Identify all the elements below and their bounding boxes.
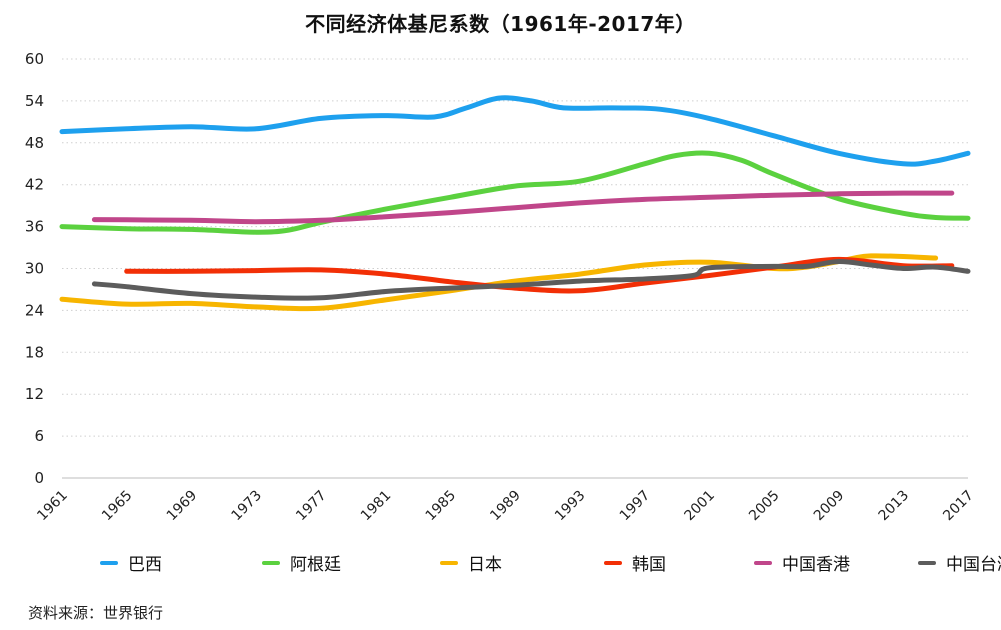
series-line-1	[59, 150, 971, 235]
x-tick-label: 2001	[681, 488, 718, 525]
x-tick-label: 1977	[293, 488, 330, 525]
legend-swatch	[262, 560, 280, 565]
x-tick-label: 2017	[940, 488, 977, 525]
y-tick-label: 0	[34, 469, 44, 487]
y-tick-label: 48	[25, 134, 44, 152]
x-tick-label: 1969	[164, 488, 201, 525]
y-tick-label: 36	[25, 218, 44, 236]
y-tick-label: 42	[25, 176, 44, 194]
x-tick-label: 1989	[487, 488, 524, 525]
x-tick-label: 1973	[228, 488, 265, 525]
y-tick-label: 60	[25, 50, 44, 68]
series-line-5	[91, 258, 971, 301]
y-tick-label: 18	[25, 343, 44, 361]
legend-item: 阿根廷	[262, 550, 440, 575]
legend-item: 巴西	[100, 550, 262, 575]
chart-title: 不同经济体基尼系数（1961年-2017年）	[305, 12, 696, 36]
legend-swatch	[604, 560, 622, 565]
y-tick-label: 6	[34, 427, 44, 445]
legend-label: 韩国	[632, 555, 666, 575]
y-tick-label: 12	[25, 385, 44, 403]
legend-item: 中国香港	[754, 550, 918, 575]
x-tick-label: 1993	[552, 488, 589, 525]
chart-legend: 巴西 阿根廷 日本 韩国 中国香港 中国台湾	[100, 550, 1001, 575]
legend-item: 日本	[440, 550, 604, 575]
legend-swatch	[440, 560, 458, 565]
y-tick-label: 54	[25, 92, 44, 110]
legend-label: 中国台湾	[946, 555, 1001, 575]
legend-label: 中国香港	[782, 555, 850, 575]
x-tick-label: 1985	[423, 488, 460, 525]
x-tick-label: 1981	[358, 488, 395, 525]
legend-swatch	[100, 560, 118, 565]
y-tick-label: 24	[25, 301, 44, 319]
legend-swatch	[754, 560, 772, 565]
x-tick-label: 2013	[876, 488, 913, 525]
x-tick-label: 1997	[617, 488, 654, 525]
x-tick-label: 2009	[811, 488, 848, 525]
legend-item: 中国台湾	[918, 550, 1001, 575]
series-line-3	[124, 256, 955, 294]
x-tick-label: 2005	[746, 488, 783, 525]
y-tick-label: 30	[25, 260, 44, 278]
legend-label: 日本	[468, 555, 502, 575]
legend-item: 韩国	[604, 550, 754, 575]
legend-label: 阿根廷	[290, 555, 341, 575]
series-line-0	[59, 95, 971, 167]
legend-label: 巴西	[128, 555, 162, 575]
series-line-4	[91, 190, 955, 225]
source-note: 资料来源：世界银行	[28, 604, 164, 622]
x-tick-label: 1965	[99, 488, 136, 525]
x-tick-label: 1961	[34, 488, 71, 525]
legend-swatch	[918, 560, 936, 565]
